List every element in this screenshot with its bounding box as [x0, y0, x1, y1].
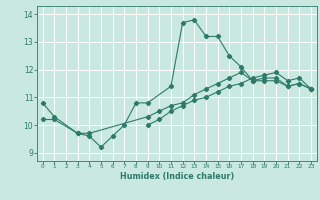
X-axis label: Humidex (Indice chaleur): Humidex (Indice chaleur)	[120, 172, 234, 181]
